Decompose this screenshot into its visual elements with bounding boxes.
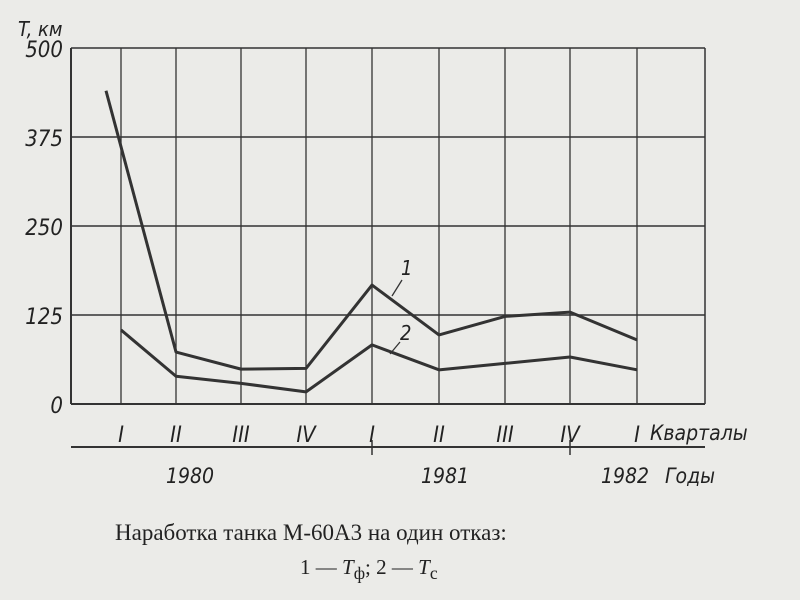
x-tick-label: I [118, 423, 124, 448]
legend-item-2-symbol: T [418, 555, 430, 579]
y-tick-label: 125 [25, 305, 63, 330]
legend-item-2-subscript: с [429, 563, 438, 584]
year-label: 1981 [421, 464, 469, 488]
x-tick-label: I [369, 423, 375, 448]
x-tick-label: II [433, 423, 445, 448]
x-tick-label: I [634, 423, 640, 448]
legend: 1 — Tф; 2 — Tс [300, 555, 438, 584]
series-2-line [120, 328, 638, 394]
year-label: 1982 [601, 464, 649, 488]
x-tick-label: IV [560, 423, 581, 448]
year-label: 1980 [166, 464, 214, 488]
legend-item-1-subscript: ф [353, 563, 366, 584]
chart-title: Наработка танка М-60А3 на один отказ: [115, 520, 507, 545]
y-tick-label: 375 [25, 127, 63, 152]
legend-item-1-number: 1 [300, 555, 311, 579]
x-tick-label: III [232, 423, 250, 448]
series-1-leader [391, 279, 403, 297]
x-axis-label: Кварталы [650, 421, 748, 445]
x-tick-label: III [496, 423, 514, 448]
x-tick-label: IV [296, 423, 317, 448]
y-tick-label: 250 [25, 216, 63, 241]
legend-item-2-number: 2 [376, 555, 387, 579]
y-tick-label: 0 [50, 394, 63, 419]
year-axis-label: Годы [665, 464, 715, 488]
legend-item-1-symbol: T [342, 555, 354, 579]
series-2-leader [389, 341, 401, 355]
y-tick-label: 500 [25, 38, 63, 63]
series-1-label: 1 [401, 256, 412, 280]
x-tick-label: II [170, 423, 182, 448]
y-axis-label: T, км [18, 17, 62, 41]
series-2-label: 2 [400, 321, 411, 345]
